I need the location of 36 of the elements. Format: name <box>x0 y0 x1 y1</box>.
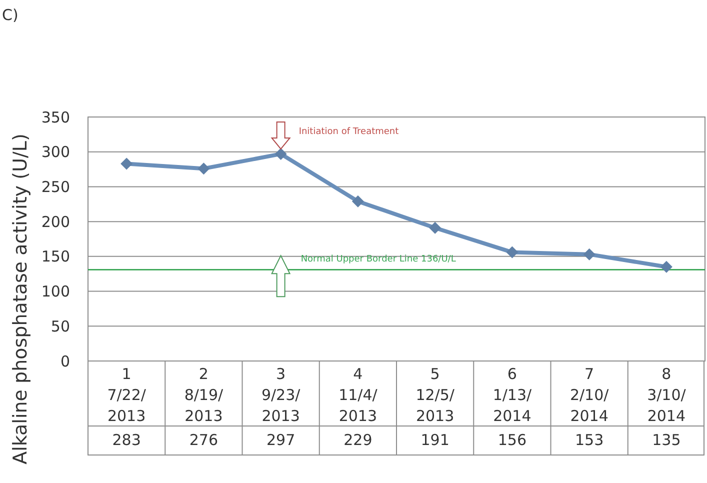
data-label: 191 <box>420 431 450 449</box>
point <box>506 246 518 258</box>
point <box>583 248 596 260</box>
point <box>274 148 287 160</box>
y-tick-label: 200 <box>41 212 70 231</box>
x-tick-label: 4 11/4/ 2013 <box>338 365 378 425</box>
y-axis-title: Alkaline phosphatase activity (U/L) <box>10 134 32 464</box>
point <box>660 260 672 273</box>
annotation: Initiation of Treatment <box>298 126 400 137</box>
data-label: 283 <box>112 431 141 449</box>
y-tick-label: 300 <box>41 143 70 162</box>
x-tick-label: 7 2/10/ 2014 <box>570 365 610 425</box>
x-tick-label: 2 8/19/ 2013 <box>184 365 224 425</box>
x-tick-label: 3 9/23/ 2013 <box>261 365 302 425</box>
data-label: 153 <box>574 431 604 449</box>
x-tick-label: 8 3/10/ 2014 <box>647 365 687 425</box>
y-tick-label: 100 <box>41 282 70 301</box>
text: C) <box>2 6 18 24</box>
data-label: 276 <box>189 431 218 449</box>
point <box>352 195 364 208</box>
x-tick-label: 5 12/5/ 2013 <box>416 365 456 425</box>
ref-line-label: Normal Upper Border Line 136/U/L <box>300 254 456 265</box>
y-tick-label: 150 <box>41 248 70 266</box>
x-tick-label: 6 1/13/ 2014 <box>492 365 532 425</box>
x-tick-label: 1 7/22/ 2013 <box>107 365 147 425</box>
data-label: 297 <box>266 431 296 449</box>
point <box>198 162 210 175</box>
point <box>429 222 442 234</box>
point <box>120 158 133 170</box>
y-tick-label: 250 <box>41 178 70 196</box>
data-label: 156 <box>498 431 527 449</box>
data-label: 229 <box>344 431 372 449</box>
data-label: 135 <box>652 431 681 449</box>
y-tick-label: 0 <box>60 352 70 370</box>
y-tick-label: 50 <box>50 317 70 336</box>
y-tick-label: 350 <box>41 108 70 126</box>
